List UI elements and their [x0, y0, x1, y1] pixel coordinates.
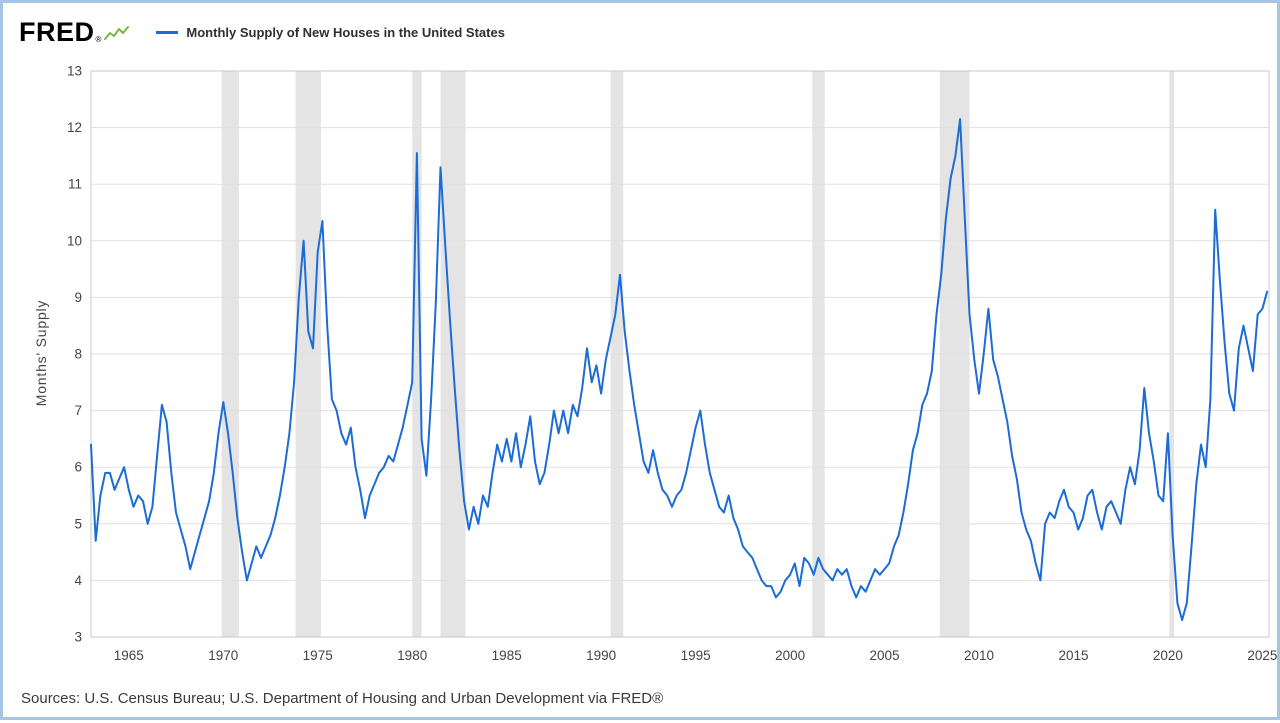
svg-text:2025: 2025 [1247, 648, 1277, 663]
svg-text:11: 11 [68, 177, 82, 192]
gridlines [91, 70, 1269, 638]
svg-text:6: 6 [74, 460, 82, 475]
svg-text:7: 7 [74, 403, 82, 418]
x-tick-labels: 1965 1970 1975 1980 1985 1990 1995 2000 2005 2010… [114, 648, 1278, 663]
chart-header: FRED ® Monthly Supply of New Houses in t… [19, 15, 505, 49]
svg-text:9: 9 [74, 290, 82, 305]
svg-text:1985: 1985 [492, 648, 522, 663]
svg-text:2015: 2015 [1058, 648, 1088, 663]
svg-text:12: 12 [67, 120, 82, 135]
series-line [90, 118, 1269, 621]
svg-text:1970: 1970 [208, 648, 238, 663]
fred-sparkline-icon [104, 25, 130, 40]
svg-text:1975: 1975 [303, 648, 333, 663]
fred-logo-text: FRED [19, 16, 95, 47]
svg-text:1980: 1980 [397, 648, 427, 663]
y-tick-labels: 3 4 5 6 7 8 9 10 11 12 13 [67, 64, 83, 645]
svg-text:2010: 2010 [964, 648, 994, 663]
svg-text:2000: 2000 [775, 648, 805, 663]
legend-line-swatch [156, 30, 179, 34]
svg-text:1995: 1995 [681, 648, 711, 663]
fred-logo[interactable]: FRED ® [19, 16, 130, 47]
source-note: Sources: U.S. Census Bureau; U.S. Depart… [21, 690, 664, 707]
svg-text:1990: 1990 [586, 648, 616, 663]
svg-text:1965: 1965 [114, 648, 144, 663]
svg-text:2020: 2020 [1153, 648, 1183, 663]
svg-text:8: 8 [74, 347, 82, 362]
svg-text:3: 3 [74, 630, 82, 645]
svg-text:5: 5 [74, 516, 82, 531]
svg-text:13: 13 [67, 64, 82, 79]
svg-text:10: 10 [67, 233, 82, 248]
plot-frame [90, 70, 1270, 638]
svg-text:4: 4 [74, 573, 82, 588]
registered-trademark-mark: ® [95, 34, 102, 44]
legend: Monthly Supply of New Houses in the Unit… [156, 25, 505, 40]
svg-text:2005: 2005 [869, 648, 899, 663]
legend-series-label: Monthly Supply of New Houses in the Unit… [186, 24, 505, 40]
